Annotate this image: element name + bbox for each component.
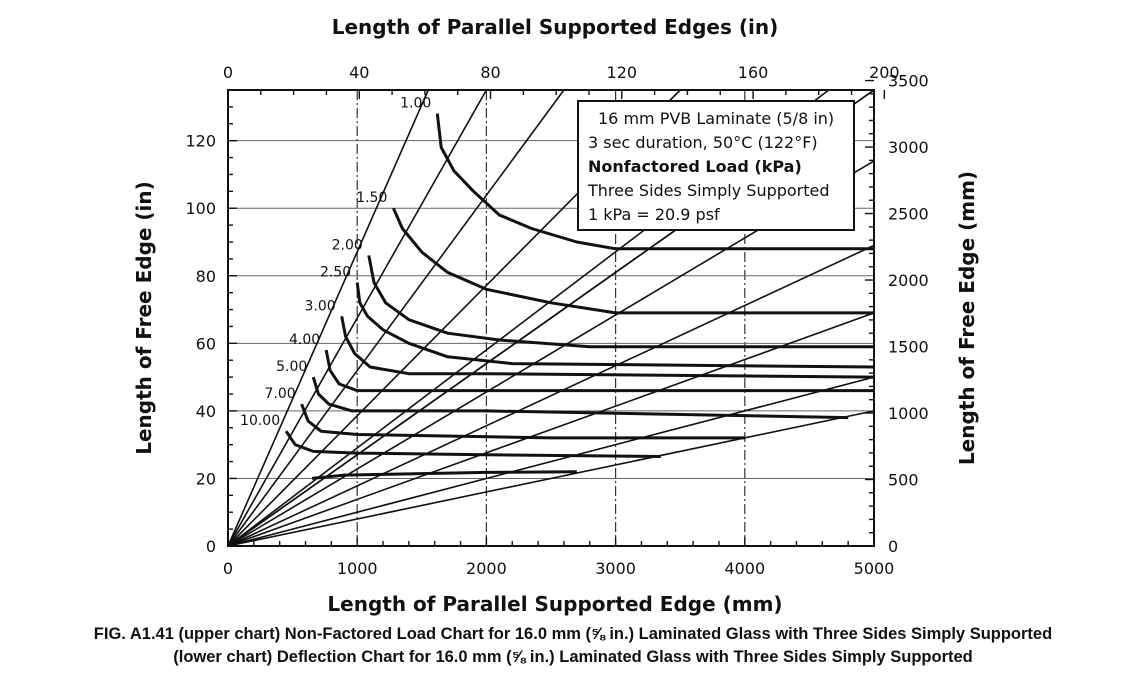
aspect-ratio-line (227, 89, 565, 547)
load-curve-2.00 (367, 255, 874, 349)
load-curve-4.00 (324, 349, 874, 393)
y-tick-label-in: 20 (196, 469, 216, 488)
top-axis-title: Length of Parallel Supported Edges (in) (332, 15, 778, 39)
y-tick-label-mm: 2000 (888, 271, 929, 290)
left-axis-title: Length of Free Edge (in) (132, 181, 156, 455)
load-curve-unlabeled (311, 470, 577, 480)
tick-marks (227, 79, 886, 547)
curve-label-2.50: 2.50 (320, 265, 351, 281)
aspect-ratio-line (227, 89, 429, 547)
aspect-ratio-line (227, 376, 875, 547)
x-tick-label-mm: 0 (223, 559, 233, 578)
y-tick-label-mm: 3500 (888, 72, 929, 91)
figure-caption-line-1: FIG. A1.41 (upper chart) Non-Factored Lo… (93, 625, 1053, 643)
curve-label-3.00: 3.00 (305, 298, 336, 314)
y-tick-label-in: 0 (206, 537, 216, 556)
annotation-line-2: 3 sec duration, 50°C (122°F) (588, 133, 818, 152)
y-tick-label-mm: 1000 (888, 404, 929, 423)
x-tick-label-in: 0 (223, 63, 233, 82)
annotation-line-1: 16 mm PVB Laminate (5/8 in) (598, 109, 834, 128)
aspect-ratio-line (227, 410, 875, 547)
y-tick-label-mm: 500 (888, 471, 919, 490)
curve-label-4.00: 4.00 (289, 332, 320, 348)
y-tick-label-in: 120 (185, 132, 216, 151)
y-tick-label-mm: 2500 (888, 205, 929, 224)
x-tick-label-in: 120 (607, 63, 638, 82)
load-curve-7.00 (300, 403, 745, 440)
x-tick-label-mm: 4000 (724, 559, 765, 578)
aspect-ratio-line (227, 244, 875, 547)
y-tick-label-in: 40 (196, 402, 216, 421)
aspect-ratio-line (227, 312, 875, 547)
curve-label-1.00: 1.00 (400, 96, 431, 112)
annotation-line-3: Nonfactored Load (kPa) (588, 157, 802, 176)
curve-label-7.00: 7.00 (264, 386, 295, 402)
load-curve-10.00 (284, 430, 661, 458)
annotation-frame (577, 100, 855, 231)
x-axis-title: Length of Parallel Supported Edge (mm) (327, 592, 782, 616)
curve-label-2.00: 2.00 (332, 238, 363, 254)
annotation-line-4: Three Sides Simply Supported (587, 181, 830, 200)
figure-caption-line-2: (lower chart) Deflection Chart for 16.0 … (173, 648, 973, 666)
load-curve-3.00 (340, 316, 875, 379)
right-axis-title: Length of Free Edge (mm) (955, 171, 979, 465)
curve-label-5.00: 5.00 (276, 359, 307, 375)
x-tick-label-in: 200 (869, 63, 900, 82)
annotation-box: 16 mm PVB Laminate (5/8 in) 3 sec durati… (577, 100, 855, 231)
y-tick-label-in: 100 (185, 199, 216, 218)
curve-label-10.00: 10.00 (240, 413, 280, 429)
curve-labels: 1.00 1.50 2.00 2.50 3.00 4.00 5.00 7.00 10.00 (240, 96, 431, 430)
load-curve-1.00 (435, 113, 874, 251)
x-tick-label-mm: 2000 (466, 559, 507, 578)
y-tick-label-in: 80 (196, 267, 216, 286)
load-curves (284, 113, 875, 480)
x-tick-label-mm: 1000 (337, 559, 378, 578)
x-tick-label-in: 80 (480, 63, 500, 82)
x-tick-label-mm: 5000 (854, 559, 895, 578)
y-tick-label-in: 60 (196, 334, 216, 353)
plot-frame (227, 89, 875, 547)
y-tick-label-mm: 1500 (888, 338, 929, 357)
y-tick-label-mm: 3000 (888, 138, 929, 157)
load-curve-5.00 (311, 376, 849, 420)
curve-label-1.50: 1.50 (356, 190, 387, 206)
x-tick-label-mm: 3000 (595, 559, 636, 578)
x-tick-label-in: 160 (738, 63, 769, 82)
y-tick-label-mm: 0 (888, 537, 898, 556)
aspect-ratio-line (227, 89, 488, 547)
annotation-line-5: 1 kPa = 20.9 psf (588, 205, 720, 224)
load-curve-2.50 (355, 282, 875, 369)
x-tick-label-in: 40 (349, 63, 369, 82)
load-curve-1.50 (392, 207, 874, 315)
